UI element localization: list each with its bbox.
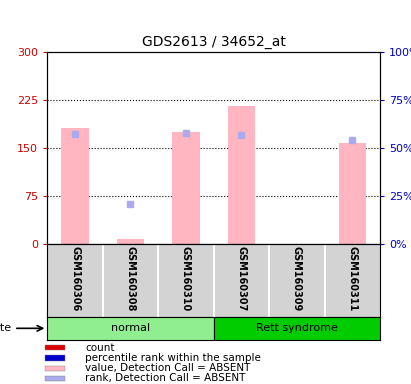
Text: GSM160309: GSM160309 bbox=[292, 246, 302, 311]
Text: normal: normal bbox=[111, 323, 150, 333]
Text: count: count bbox=[85, 343, 115, 353]
Text: rank, Detection Call = ABSENT: rank, Detection Call = ABSENT bbox=[85, 373, 246, 383]
FancyBboxPatch shape bbox=[45, 366, 65, 371]
Text: GSM160311: GSM160311 bbox=[347, 246, 358, 311]
Text: GSM160307: GSM160307 bbox=[236, 246, 247, 311]
Bar bbox=[117, 239, 144, 244]
Text: GSM160308: GSM160308 bbox=[125, 246, 136, 311]
Title: GDS2613 / 34652_at: GDS2613 / 34652_at bbox=[142, 35, 286, 50]
Text: value, Detection Call = ABSENT: value, Detection Call = ABSENT bbox=[85, 363, 251, 373]
FancyBboxPatch shape bbox=[45, 355, 65, 361]
Text: GSM160310: GSM160310 bbox=[181, 246, 191, 311]
Bar bbox=[228, 106, 255, 244]
Bar bbox=[61, 128, 89, 244]
Bar bbox=[47, 317, 214, 340]
FancyBboxPatch shape bbox=[45, 345, 65, 350]
Bar bbox=[172, 132, 200, 244]
Text: Rett syndrome: Rett syndrome bbox=[256, 323, 338, 333]
Text: percentile rank within the sample: percentile rank within the sample bbox=[85, 353, 261, 363]
Text: disease state: disease state bbox=[0, 323, 11, 333]
Bar bbox=[214, 317, 380, 340]
Bar bbox=[339, 143, 366, 244]
Text: GSM160306: GSM160306 bbox=[70, 246, 80, 311]
FancyBboxPatch shape bbox=[45, 376, 65, 381]
